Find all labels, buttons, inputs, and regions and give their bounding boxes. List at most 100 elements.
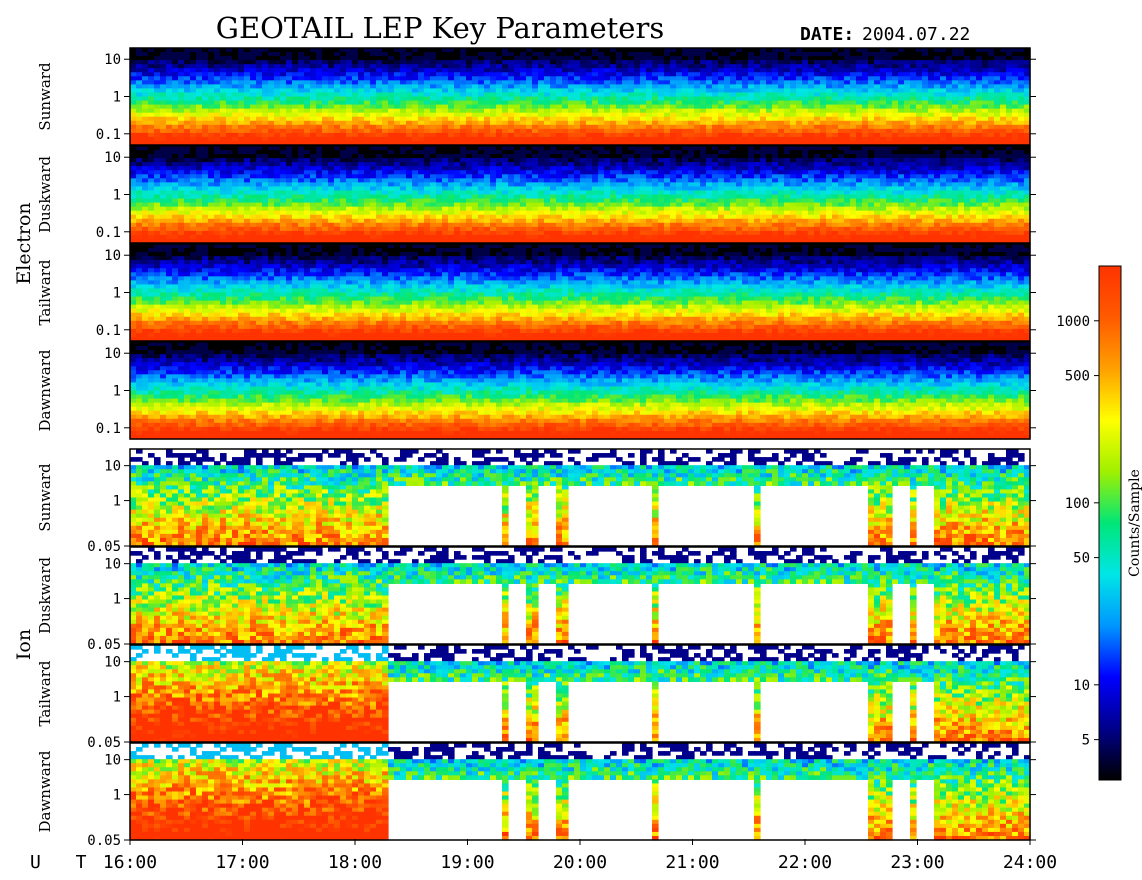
heatmap-cell	[574, 97, 581, 102]
heatmap-cell	[1006, 60, 1013, 65]
heatmap-cell	[184, 203, 191, 208]
heatmap-cell	[460, 162, 467, 167]
heatmap-cell	[658, 97, 665, 102]
heatmap-cell	[1000, 80, 1007, 85]
heatmap-cell	[838, 125, 845, 130]
heatmap-cell	[430, 166, 437, 171]
heatmap-cell	[136, 129, 143, 134]
heatmap-cell	[598, 109, 605, 114]
heatmap-cell	[154, 215, 161, 220]
heatmap-cell	[376, 137, 383, 142]
heatmap-cell	[190, 101, 197, 106]
heatmap-cell	[460, 137, 467, 142]
heatmap-cell	[304, 56, 311, 61]
heatmap-cell	[190, 72, 197, 77]
heatmap-cell	[478, 133, 485, 138]
heatmap-cell	[742, 64, 749, 69]
heatmap-cell	[226, 195, 233, 200]
heatmap-cell	[274, 60, 281, 65]
heatmap-cell	[364, 68, 371, 73]
heatmap-cell	[274, 203, 281, 208]
heatmap-cell	[262, 203, 269, 208]
heatmap-cell	[148, 72, 155, 77]
heatmap-cell	[556, 56, 563, 61]
heatmap-cell	[460, 113, 467, 118]
heatmap-cell	[700, 129, 707, 134]
heatmap-cell	[610, 137, 617, 142]
heatmap-cell	[640, 101, 647, 106]
heatmap-cell	[172, 105, 179, 110]
heatmap-cell	[190, 84, 197, 89]
heatmap-cell	[886, 88, 893, 93]
heatmap-cell	[814, 84, 821, 89]
heatmap-cell	[796, 101, 803, 106]
heatmap-cell	[292, 92, 299, 97]
heatmap-cell	[172, 137, 179, 142]
heatmap-cell	[316, 52, 323, 57]
heatmap-cell	[910, 88, 917, 93]
heatmap-cell	[868, 84, 875, 89]
heatmap-cell	[382, 203, 389, 208]
heatmap-cell	[880, 72, 887, 77]
heatmap-cell	[1018, 121, 1025, 126]
heatmap-cell	[292, 101, 299, 106]
heatmap-cell	[418, 215, 425, 220]
heatmap-cell	[340, 166, 347, 171]
heatmap-cell	[298, 137, 305, 142]
heatmap-cell	[886, 137, 893, 142]
heatmap-cell	[982, 60, 989, 65]
heatmap-cell	[256, 88, 263, 93]
heatmap-cell	[244, 154, 251, 159]
heatmap-cell	[460, 186, 467, 191]
heatmap-cell	[976, 52, 983, 57]
heatmap-cell	[274, 84, 281, 89]
heatmap-cell	[148, 68, 155, 73]
heatmap-cell	[490, 109, 497, 114]
heatmap-cell	[130, 105, 137, 110]
heatmap-cell	[370, 121, 377, 126]
heatmap-cell	[202, 117, 209, 122]
heatmap-cell	[142, 162, 149, 167]
heatmap-cell	[598, 121, 605, 126]
heatmap-cell	[790, 80, 797, 85]
heatmap-cell	[136, 190, 143, 195]
heatmap-cell	[202, 223, 209, 228]
heatmap-cell	[502, 68, 509, 73]
heatmap-cell	[424, 178, 431, 183]
heatmap-cell	[244, 56, 251, 61]
heatmap-cell	[412, 219, 419, 224]
heatmap-cell	[172, 231, 179, 236]
heatmap-cell	[172, 52, 179, 57]
heatmap-cell	[292, 174, 299, 179]
heatmap-cell	[862, 97, 869, 102]
heatmap-cell	[268, 56, 275, 61]
heatmap-cell	[664, 137, 671, 142]
heatmap-cell	[742, 72, 749, 77]
heatmap-cell	[508, 68, 515, 73]
heatmap-cell	[598, 84, 605, 89]
heatmap-cell	[550, 109, 557, 114]
heatmap-cell	[484, 137, 491, 142]
heatmap-cell	[442, 162, 449, 167]
heatmap-cell	[262, 92, 269, 97]
heatmap-cell	[244, 162, 251, 167]
heatmap-cell	[388, 154, 395, 159]
heatmap-cell	[178, 231, 185, 236]
heatmap-cell	[664, 76, 671, 81]
heatmap-cell	[790, 121, 797, 126]
heatmap-cell	[262, 170, 269, 175]
heatmap-cell	[274, 190, 281, 195]
heatmap-cell	[418, 92, 425, 97]
heatmap-cell	[148, 97, 155, 102]
heatmap-cell	[970, 84, 977, 89]
heatmap-cell	[916, 109, 923, 114]
heatmap-cell	[184, 186, 191, 191]
heatmap-cell	[148, 101, 155, 106]
heatmap-cell	[712, 125, 719, 130]
heatmap-cell	[688, 117, 695, 122]
heatmap-cell	[238, 235, 245, 240]
heatmap-cell	[166, 80, 173, 85]
heatmap-cell	[826, 105, 833, 110]
heatmap-cell	[160, 97, 167, 102]
heatmap-cell	[220, 227, 227, 232]
